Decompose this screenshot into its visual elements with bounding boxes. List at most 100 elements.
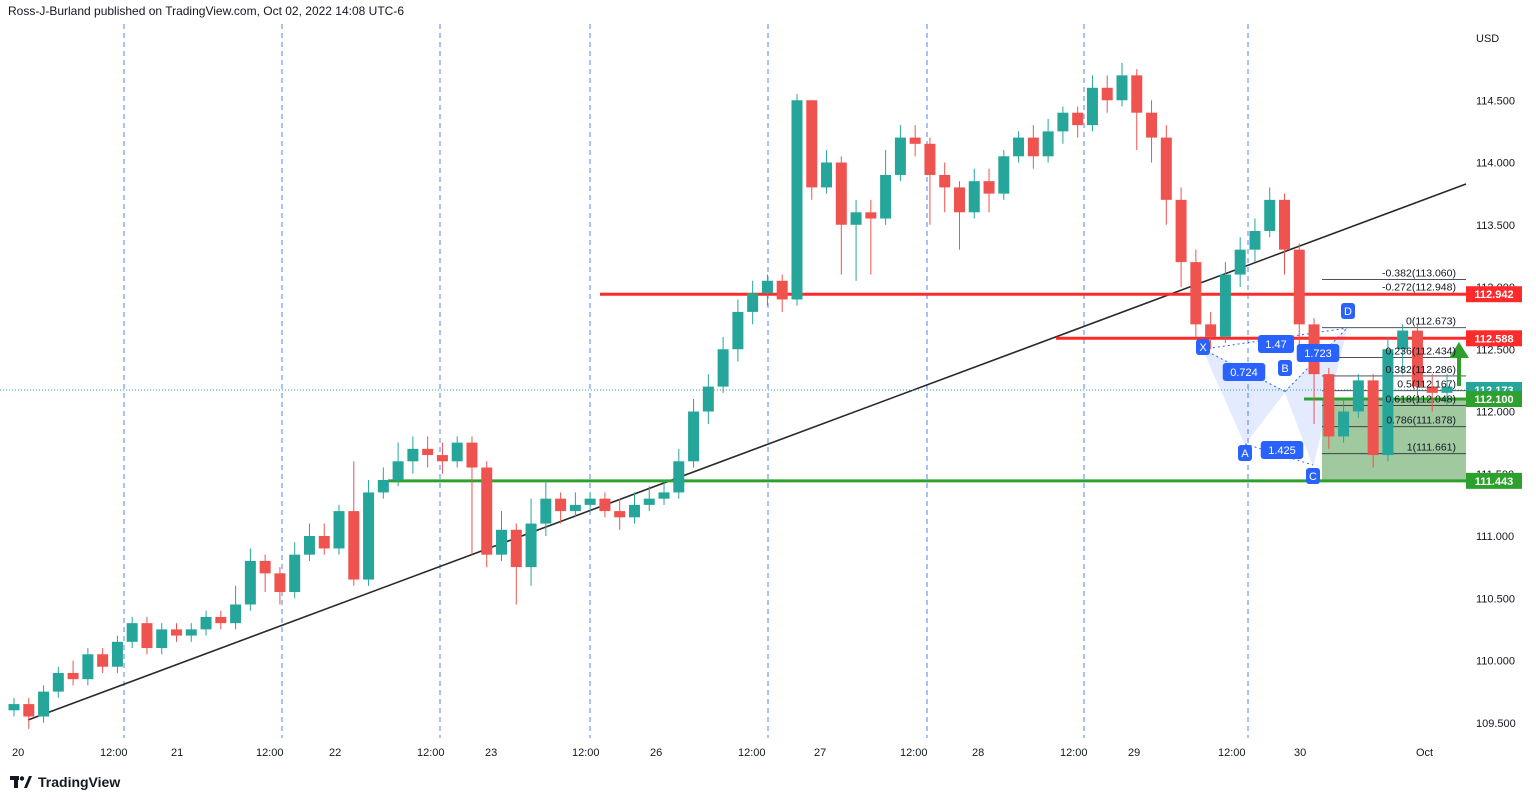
- candle-body: [215, 616, 227, 624]
- candle: [52, 666, 64, 698]
- candle: [584, 492, 596, 512]
- candle: [510, 523, 522, 605]
- x-tick-label: 29: [1128, 747, 1140, 759]
- candle-body: [821, 162, 833, 188]
- candle-body: [392, 461, 404, 480]
- candle: [1441, 374, 1453, 406]
- candle: [555, 492, 567, 524]
- x-tick-label: 12:00: [256, 747, 284, 759]
- pattern-ratio-text: 1.47: [1265, 339, 1286, 351]
- candle: [909, 125, 921, 157]
- candle: [1175, 187, 1187, 287]
- candle-body: [303, 536, 315, 555]
- price-tag-bg: [1466, 286, 1522, 303]
- candle-body: [747, 293, 759, 312]
- price-tag-text: 112.100: [1474, 394, 1513, 406]
- candle: [82, 648, 94, 686]
- y-tick-label: 111.000: [1476, 531, 1514, 543]
- fib-label: -0.382(113.060): [1382, 268, 1456, 280]
- candle-body: [348, 511, 360, 580]
- candle: [1234, 237, 1246, 287]
- candle-body: [244, 560, 256, 605]
- candle: [274, 567, 286, 605]
- price-tag: 112.942: [1466, 286, 1522, 303]
- candle: [1397, 324, 1409, 375]
- x-tick-label: 27: [814, 747, 826, 759]
- candle: [673, 448, 685, 499]
- candle: [407, 436, 419, 474]
- candle: [496, 511, 508, 561]
- pattern-point-labels: X A B C D: [1196, 303, 1355, 484]
- pattern-point-c: C: [1306, 468, 1320, 484]
- price-tag-text: 112.942: [1474, 289, 1513, 301]
- candle: [111, 635, 123, 673]
- candle-body: [259, 560, 271, 574]
- candle-body: [52, 672, 64, 692]
- candle-body: [481, 467, 493, 555]
- candle-body: [333, 511, 345, 549]
- candle-body: [1057, 112, 1069, 132]
- fib-label: 0.5(112.167): [1397, 379, 1456, 391]
- candle-body: [1234, 249, 1246, 275]
- y-tick-label: 110.000: [1476, 656, 1515, 668]
- candle-body: [97, 654, 109, 667]
- candle: [289, 542, 301, 599]
- candle-body: [185, 629, 197, 636]
- candle: [747, 280, 759, 325]
- candle: [348, 461, 360, 586]
- candle-body: [1249, 230, 1261, 250]
- price-tag: 112.100: [1466, 391, 1522, 408]
- candle-body: [1116, 75, 1128, 101]
- pattern-point-text: C: [1309, 471, 1317, 483]
- candle-body: [451, 442, 463, 462]
- candle: [1042, 118, 1054, 163]
- candle-body: [23, 704, 35, 717]
- candle-body: [1426, 386, 1438, 393]
- x-tick-label: 12:00: [900, 747, 928, 759]
- candle: [38, 685, 50, 723]
- candle-body: [1219, 274, 1231, 337]
- candle-body: [643, 498, 655, 505]
- candle-body: [8, 704, 20, 711]
- candle-body: [82, 654, 94, 680]
- candle: [1086, 75, 1098, 132]
- pattern-ratio-text: 1.425: [1268, 445, 1296, 457]
- candle-body: [111, 641, 123, 667]
- tradingview-logo[interactable]: TradingView: [10, 774, 120, 790]
- candle: [215, 610, 227, 630]
- candle-body: [289, 554, 301, 593]
- candle: [481, 461, 493, 568]
- candle-body: [599, 498, 611, 512]
- candle-body: [1146, 112, 1158, 138]
- publisher-credit: Ross-J-Burland published on TradingView.…: [8, 4, 404, 18]
- candle-body: [953, 187, 965, 213]
- candle-body: [924, 143, 936, 175]
- price-tag: 111.443: [1466, 472, 1522, 489]
- candle-body: [1338, 411, 1350, 437]
- pattern-point-bg: [1341, 303, 1355, 319]
- candle: [1101, 75, 1113, 113]
- arrow-head: [1449, 342, 1469, 358]
- candle: [953, 181, 965, 250]
- candle-body: [525, 523, 537, 568]
- candle-body: [717, 349, 729, 387]
- candle: [333, 504, 345, 555]
- candle-body: [422, 448, 434, 456]
- candle: [1072, 106, 1084, 138]
- price-tag: 112.588: [1466, 330, 1522, 347]
- tradingview-logo-text: TradingView: [38, 774, 121, 790]
- x-tick-label: Oct: [1416, 747, 1433, 759]
- x-tick-label: 26: [650, 747, 662, 759]
- candle-body: [1175, 199, 1187, 263]
- candle: [259, 554, 271, 593]
- fibonacci-labels: -0.382(113.060)-0.272(112.948) 0(112.673)…: [1382, 268, 1456, 454]
- candle-body: [1101, 87, 1113, 101]
- candle-body: [1441, 386, 1453, 393]
- candle: [422, 436, 434, 468]
- candle-body: [939, 174, 951, 188]
- candle-body: [628, 504, 640, 518]
- candle: [1278, 193, 1290, 275]
- candle: [1027, 125, 1039, 169]
- candle: [1205, 311, 1217, 350]
